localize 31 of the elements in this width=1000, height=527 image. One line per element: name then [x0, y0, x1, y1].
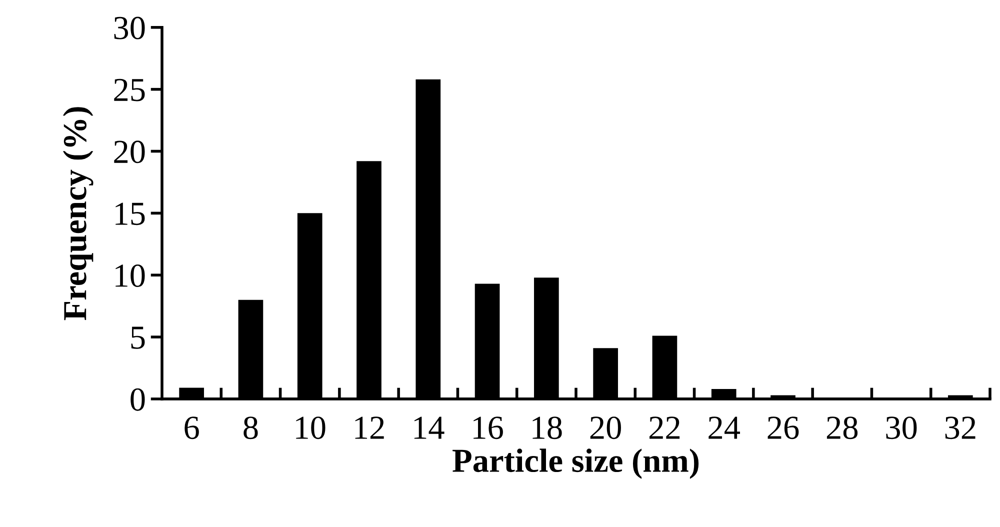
y-tick-label: 30 [114, 16, 145, 40]
bar [593, 348, 618, 399]
x-tick-label: 26 [768, 416, 799, 440]
y-tick-label: 15 [116, 202, 145, 226]
x-tick-label: 6 [184, 416, 199, 440]
bar [474, 284, 500, 399]
bar [652, 336, 678, 399]
y-tick-label: 0 [130, 388, 145, 411]
x-tick-label: 16 [474, 416, 503, 440]
x-tick-label: 30 [886, 416, 917, 440]
x-tick-label: 10 [296, 416, 326, 440]
x-tick-label: 8 [244, 416, 258, 440]
bar [238, 300, 264, 399]
x-tick-label: 32 [945, 416, 976, 440]
x-tick-label: 18 [532, 416, 562, 440]
y-axis-title: Frequency (%) [62, 107, 94, 320]
bar [416, 79, 441, 399]
y-tick-label: 25 [114, 78, 145, 102]
bar [297, 213, 322, 399]
x-axis-title: Particle size (nm) [452, 448, 699, 479]
x-tick-label: 22 [650, 416, 680, 439]
x-tick-label: 24 [708, 416, 740, 439]
x-tick-label: 12 [355, 416, 384, 439]
bar [356, 161, 382, 399]
y-tick-label: 5 [131, 326, 145, 349]
x-tick-label: 20 [590, 416, 621, 440]
bar [534, 278, 559, 399]
x-tick-label: 28 [826, 416, 858, 440]
y-tick-label: 20 [114, 140, 145, 164]
y-tick-label: 10 [116, 264, 145, 287]
x-tick-label: 14 [414, 416, 444, 439]
